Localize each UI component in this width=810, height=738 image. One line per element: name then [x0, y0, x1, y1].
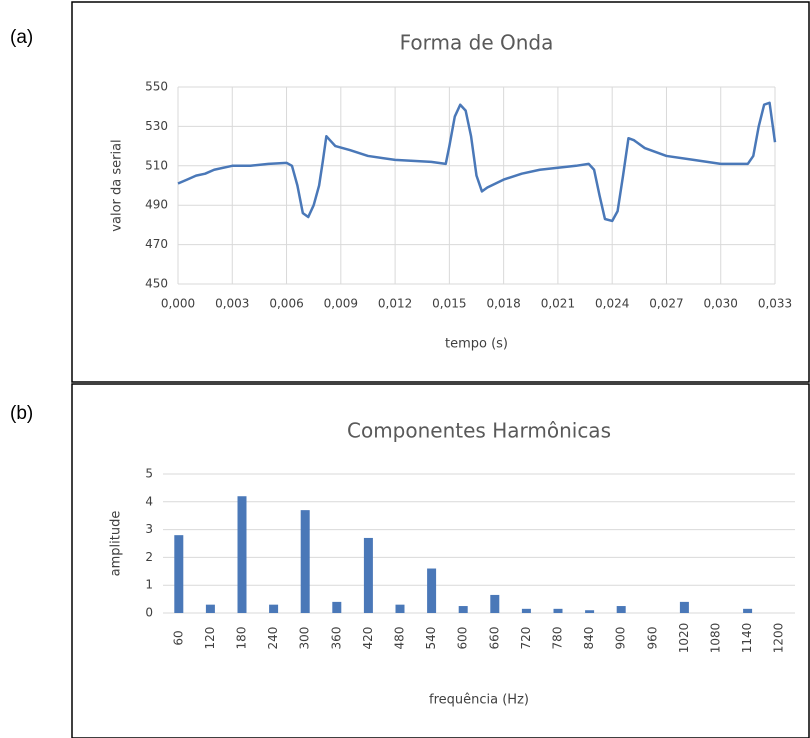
panel-frame	[71, 1, 810, 383]
bar	[332, 601, 342, 613]
bar	[490, 594, 500, 613]
x-tick-label: 720	[519, 627, 533, 650]
y-tick-label: 450	[145, 277, 168, 291]
x-tick-label: 480	[393, 627, 407, 650]
bar	[553, 608, 563, 613]
bar	[363, 537, 373, 613]
x-tick-label: 1200	[772, 623, 786, 654]
bar	[395, 604, 405, 613]
x-tick-label: 0,021	[541, 297, 575, 311]
bar	[679, 601, 689, 613]
bar	[300, 510, 310, 613]
x-tick-label: 0,006	[269, 297, 303, 311]
x-tick-label: 0,027	[649, 297, 683, 311]
y-tick-label: 2	[145, 550, 153, 564]
y-tick-label: 1	[145, 578, 153, 592]
x-tick-label: 780	[551, 627, 565, 650]
x-tick-label: 300	[298, 627, 312, 650]
panel-frame	[71, 383, 810, 738]
x-tick-label: 1020	[677, 623, 691, 654]
y-tick-label: 470	[145, 237, 168, 251]
x-tick-label: 540	[424, 627, 438, 650]
x-tick-label: 0,000	[161, 297, 195, 311]
x-tick-label: 960	[645, 627, 659, 650]
y-tick-label: 5	[145, 467, 153, 481]
chart-title: Componentes Harmônicas	[347, 419, 611, 443]
y-tick-label: 490	[145, 198, 168, 212]
y-tick-label: 3	[145, 522, 153, 536]
bar	[237, 496, 247, 613]
bar	[174, 535, 184, 613]
x-tick-label: 900	[614, 627, 628, 650]
x-tick-label: 0,015	[432, 297, 466, 311]
y-tick-label: 510	[145, 158, 168, 172]
waveform-line	[177, 101, 777, 223]
chart-title: Forma de Onda	[400, 31, 554, 55]
x-tick-label: 660	[487, 627, 501, 650]
x-tick-label: 1080	[709, 623, 723, 654]
x-tick-label: 0,033	[758, 297, 792, 311]
x-tick-label: 0,030	[704, 297, 738, 311]
x-tick-label: 840	[582, 627, 596, 650]
x-tick-label: 0,024	[595, 297, 629, 311]
x-tick-label: 0,018	[486, 297, 520, 311]
x-tick-label: 60	[171, 630, 185, 645]
y-axis-label: amplitude	[109, 511, 124, 577]
bar	[269, 604, 279, 613]
x-tick-label: 420	[361, 627, 375, 650]
bar	[743, 608, 753, 613]
y-tick-label: 550	[145, 80, 168, 94]
x-tick-label: 0,012	[378, 297, 412, 311]
y-tick-label: 0	[145, 606, 153, 620]
bar	[205, 604, 215, 613]
panel-label: (b)	[10, 403, 33, 424]
x-tick-label: 0,009	[324, 297, 358, 311]
bar	[616, 606, 626, 613]
x-tick-label: 0,003	[215, 297, 249, 311]
x-tick-label: 1140	[740, 623, 754, 654]
x-tick-label: 600	[456, 627, 470, 650]
bar	[427, 568, 437, 613]
x-tick-label: 240	[266, 627, 280, 650]
y-tick-label: 4	[145, 494, 153, 508]
bar	[585, 610, 595, 613]
panel-label: (a)	[10, 27, 33, 48]
y-tick-label: 530	[145, 119, 168, 133]
x-tick-label: 120	[203, 627, 217, 650]
x-tick-label: 180	[235, 627, 249, 650]
x-axis-label: tempo (s)	[445, 337, 508, 352]
x-axis-label: frequência (Hz)	[429, 693, 529, 708]
y-axis-label: valor da serial	[110, 139, 125, 231]
x-tick-label: 360	[329, 627, 343, 650]
bar	[521, 608, 531, 613]
bar	[458, 606, 468, 613]
